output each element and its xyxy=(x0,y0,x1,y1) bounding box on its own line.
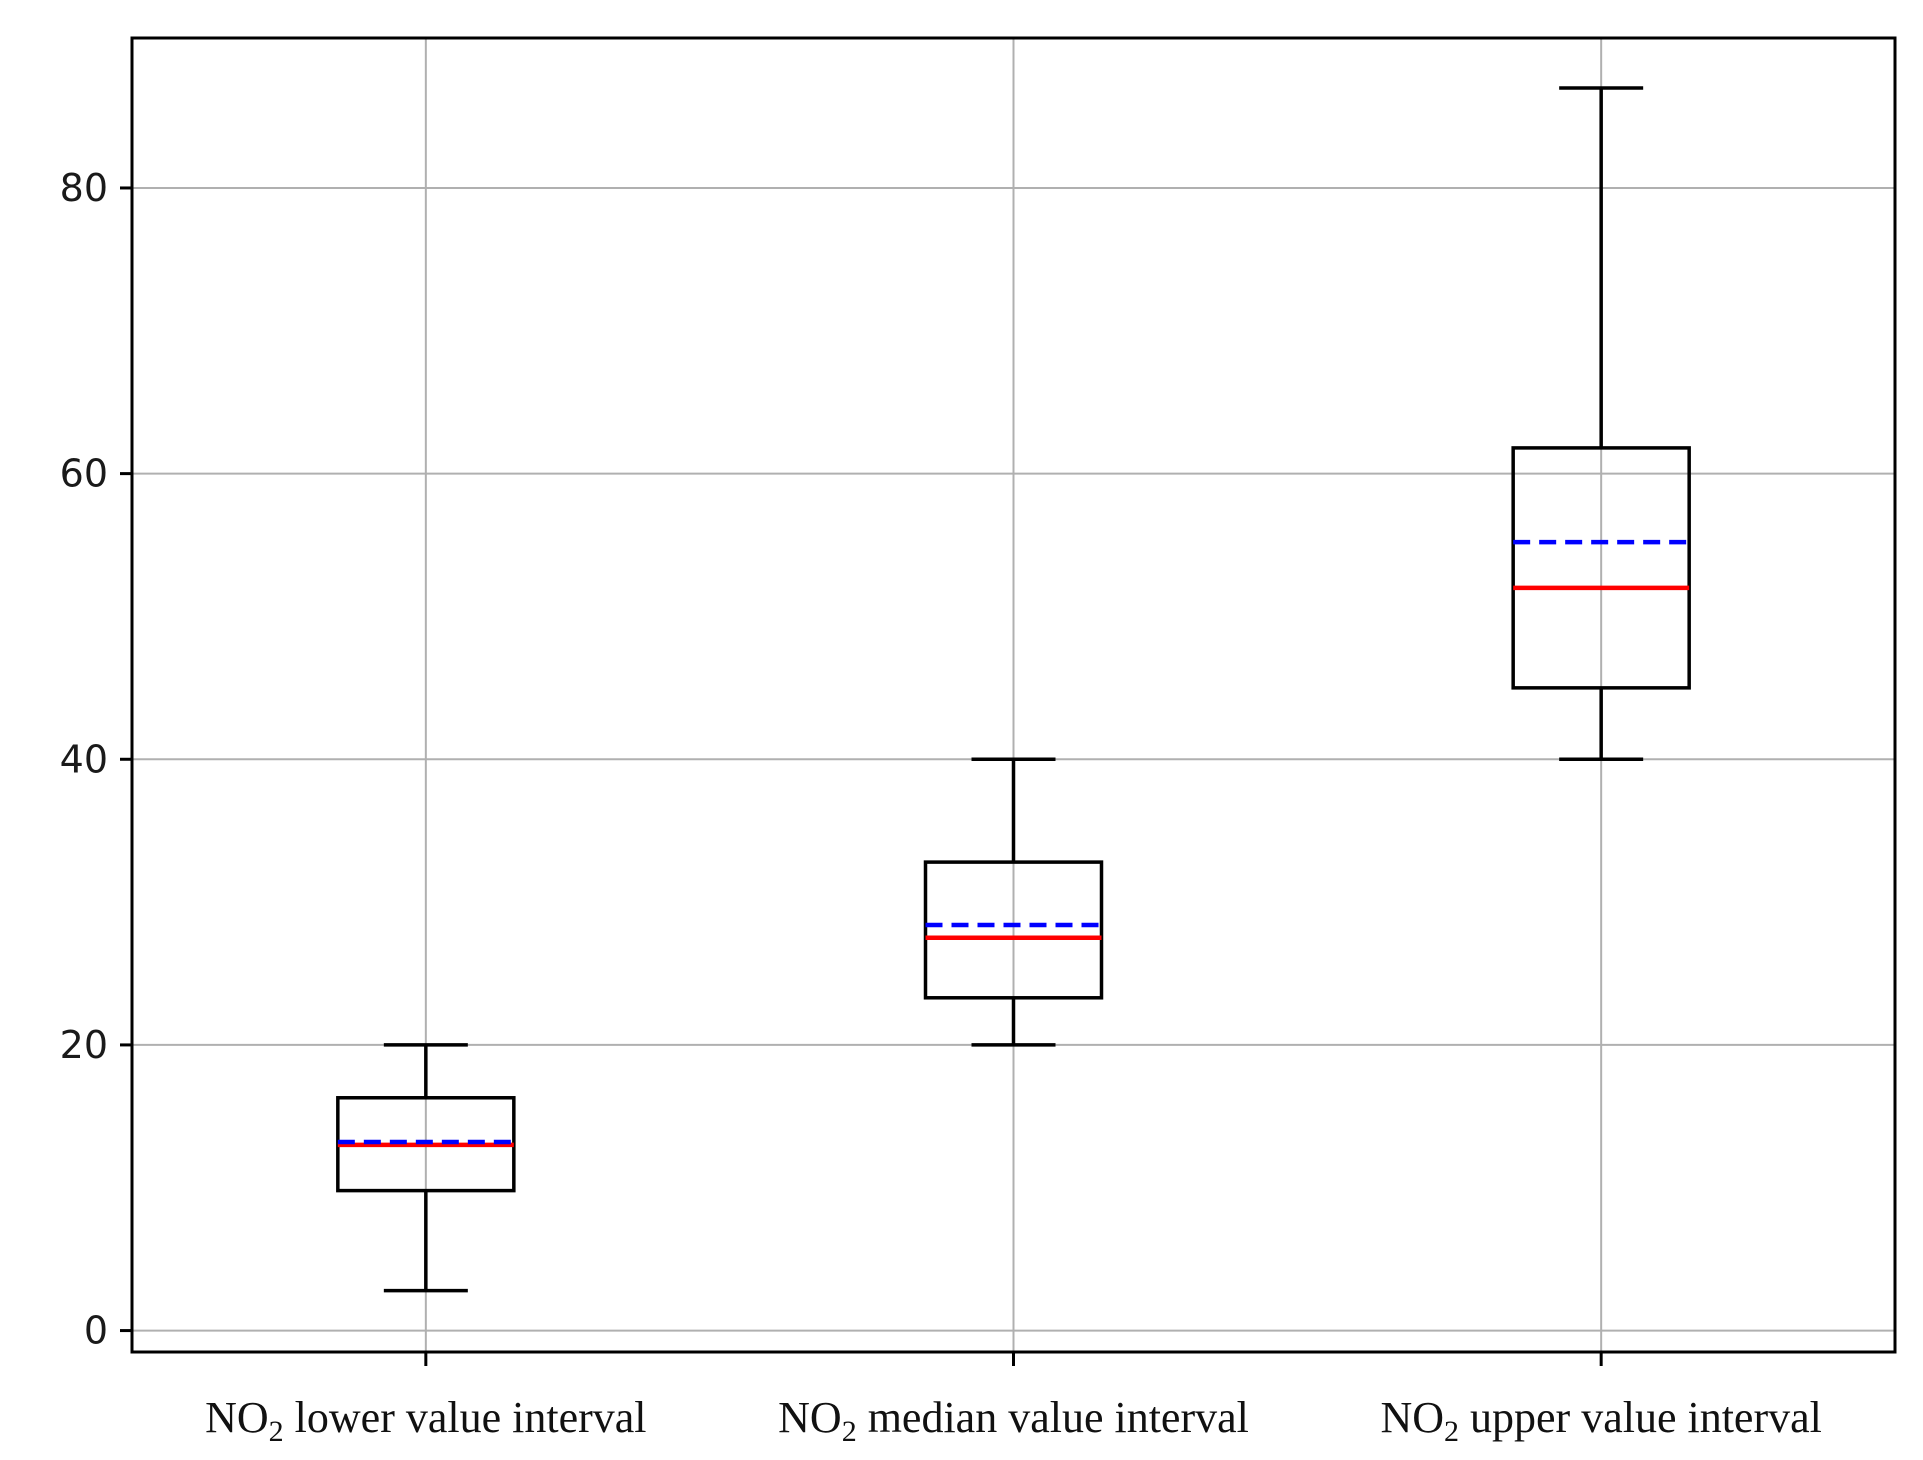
box-plot-item xyxy=(923,757,1104,1047)
category-label-suffix: upper value interval xyxy=(1459,1393,1822,1442)
category-label-subscript: 2 xyxy=(1444,1415,1459,1448)
category-label-prefix: NO xyxy=(778,1393,842,1442)
x-category-label: NO2 upper value interval xyxy=(1380,1393,1821,1448)
category-label-suffix: median value interval xyxy=(857,1393,1249,1442)
y-tick-label: 60 xyxy=(60,452,108,496)
y-tick-label: 40 xyxy=(60,737,108,781)
x-category-label: NO2 median value interval xyxy=(778,1393,1249,1448)
box-plot-series xyxy=(336,86,1691,1293)
box-plot-item xyxy=(336,1043,516,1293)
interquartile-box xyxy=(1511,446,1691,690)
category-label-subscript: 2 xyxy=(842,1415,857,1448)
grid-lines xyxy=(132,38,1895,1352)
y-tick-label: 20 xyxy=(60,1023,108,1067)
box-plot-item xyxy=(1511,86,1691,762)
category-label-subscript: 2 xyxy=(269,1415,284,1448)
y-tick-label: 80 xyxy=(60,166,108,210)
x-category-label: NO2 lower value interval xyxy=(205,1393,646,1448)
interquartile-box xyxy=(923,860,1104,1000)
category-label-prefix: NO xyxy=(205,1393,269,1442)
category-label-prefix: NO xyxy=(1380,1393,1444,1442)
category-label-suffix: lower value interval xyxy=(284,1393,647,1442)
y-tick-label: 0 xyxy=(84,1309,108,1353)
